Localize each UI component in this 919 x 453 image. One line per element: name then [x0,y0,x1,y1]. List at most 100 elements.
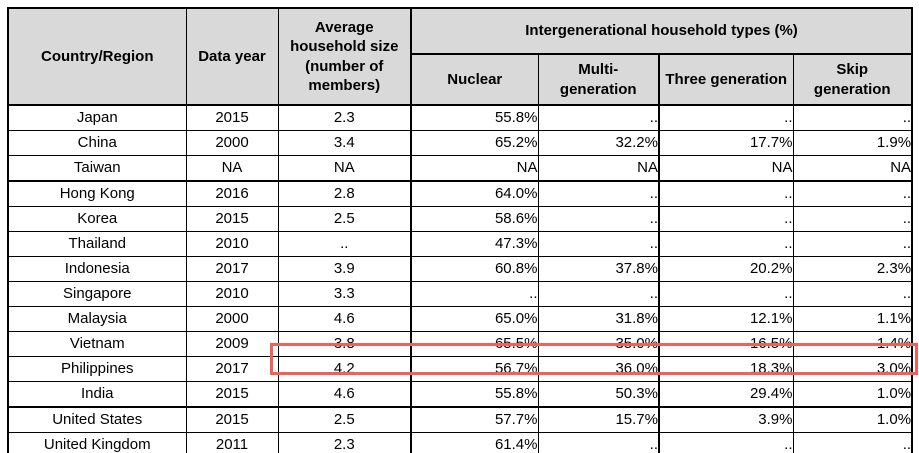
cell-skip-generation: .. [792,206,913,232]
table-row: United States 2015 2.5 57.7% 15.7% 3.9% 1.0% [7,406,913,433]
cell-nuclear: .. [410,281,539,307]
cell-data-year: 2017 [185,356,279,382]
table-row: Indonesia 2017 3.9 60.8% 37.8% 20.2% 2.3% [7,256,913,282]
cell-three-generation: .. [658,432,794,453]
cell-avg-household-size: 4.2 [277,356,412,382]
cell-three-generation: 20.2% [658,256,794,282]
cell-country: Korea [7,206,187,232]
cell-three-generation: .. [658,180,794,207]
cell-skip-generation: .. [792,231,913,257]
cell-skip-generation: 2.3% [792,256,913,282]
cell-multi-generation: 31.8% [537,306,660,332]
cell-data-year: 2010 [185,281,279,307]
table-row: Korea 2015 2.5 58.6%...... [7,206,913,232]
header-nuclear: Nuclear [410,53,539,106]
cell-nuclear: 61.4% [410,432,539,453]
cell-three-generation: 3.9% [658,406,794,433]
cell-data-year: 2015 [185,406,279,433]
cell-country: Thailand [7,231,187,257]
cell-avg-household-size: 3.9 [277,256,412,282]
header-row-group: Country/Region Data year Average househo… [7,7,913,106]
table-header: Country/Region Data year Average househo… [7,7,913,106]
cell-multi-generation: 36.0% [537,356,660,382]
header-data-year: Data year [185,7,279,106]
cell-avg-household-size: 2.8 [277,180,412,207]
cell-nuclear: 56.7% [410,356,539,382]
table-row: Taiwan NA NA NA NA NA NA [7,155,913,182]
cell-three-generation: 18.3% [658,356,794,382]
cell-avg-household-size: 2.3 [277,104,412,131]
cell-multi-generation: 50.3% [537,381,660,408]
cell-three-generation: .. [658,206,794,232]
cell-avg-household-size: 4.6 [277,306,412,332]
cell-nuclear: 55.8% [410,104,539,131]
header-avg-household-size: Average household size (number of member… [277,7,412,106]
cell-skip-generation: NA [792,155,913,182]
cell-avg-household-size: 3.3 [277,281,412,307]
cell-country: Singapore [7,281,187,307]
cell-nuclear: 57.7% [410,406,539,433]
cell-country: India [7,381,187,408]
cell-multi-generation: .. [537,180,660,207]
cell-multi-generation: .. [537,432,660,453]
cell-three-generation: .. [658,231,794,257]
cell-multi-generation: .. [537,206,660,232]
cell-country: Hong Kong [7,180,187,207]
cell-data-year: 2015 [185,206,279,232]
cell-data-year: 2010 [185,231,279,257]
cell-skip-generation: 3.0% [792,356,913,382]
cell-data-year: 2016 [185,180,279,207]
cell-nuclear: 55.8% [410,381,539,408]
cell-country: Vietnam [7,331,187,357]
table-row: United Kingdom 2011 2.3 61.4%...... [7,432,913,453]
table-row: Singapore 2010 3.3........ [7,281,913,307]
cell-avg-household-size: 2.5 [277,206,412,232]
cell-data-year: 2000 [185,306,279,332]
cell-country: China [7,130,187,156]
cell-multi-generation: .. [537,281,660,307]
cell-nuclear: 65.2% [410,130,539,156]
header-intergenerational-group: Intergenerational household types (%) [409,7,913,55]
cell-skip-generation: .. [792,180,913,207]
cell-data-year: 2017 [185,256,279,282]
table-row: China 2000 3.4 65.2% 32.2% 17.7% 1.9% [7,130,913,156]
cell-skip-generation: 1.4% [792,331,913,357]
cell-avg-household-size: 2.3 [277,432,412,453]
cell-avg-household-size: 3.8 [277,331,412,357]
header-three-generation: Three generation [658,53,794,106]
cell-three-generation: 12.1% [658,306,794,332]
cell-multi-generation: NA [537,155,660,182]
cell-data-year: 2015 [185,381,279,408]
cell-nuclear: 58.6% [410,206,539,232]
table-row: Hong Kong 2016 2.8 64.0%...... [7,180,913,207]
header-row-sub: Nuclear Multi- generation Three generati… [8,53,913,106]
cell-skip-generation: 1.1% [792,306,913,332]
table-row: Japan 2015 2.3 55.8%...... [7,104,913,131]
cell-country: Japan [7,104,187,131]
cell-country: United Kingdom [7,432,187,453]
cell-avg-household-size: .. [277,231,412,257]
cell-country: Philippines [7,356,187,382]
cell-avg-household-size: 2.5 [277,406,412,433]
cell-skip-generation: 1.0% [792,406,913,433]
cell-three-generation: NA [658,155,794,182]
table-row: Philippines 2017 4.2 56.7% 36.0% 18.3% 3.0% [7,356,913,382]
cell-nuclear: 65.0% [410,306,539,332]
header-multi-generation: Multi- generation [537,53,660,106]
header-country-region: Country/Region [7,7,187,106]
cell-data-year: NA [185,155,279,182]
table-body: Japan 2015 2.3 55.8%...... China 2000 3.4 65.2%… [7,104,913,453]
cell-country: United States [7,406,187,433]
cell-three-generation: .. [658,104,794,131]
table-row: Thailand 2010.. 47.3%...... [7,231,913,257]
cell-country: Taiwan [7,155,187,182]
table-row: Vietnam 2009 3.8 65.5% 35.0% 16.5% 1.4% [7,331,913,357]
cell-nuclear: NA [410,155,539,182]
household-table: Country/Region Data year Average househo… [7,7,914,453]
cell-multi-generation: .. [537,104,660,131]
cell-skip-generation: .. [792,432,913,453]
cell-data-year: 2000 [185,130,279,156]
cell-skip-generation: 1.0% [792,381,913,408]
cell-multi-generation: 35.0% [537,331,660,357]
cell-nuclear: 47.3% [410,231,539,257]
